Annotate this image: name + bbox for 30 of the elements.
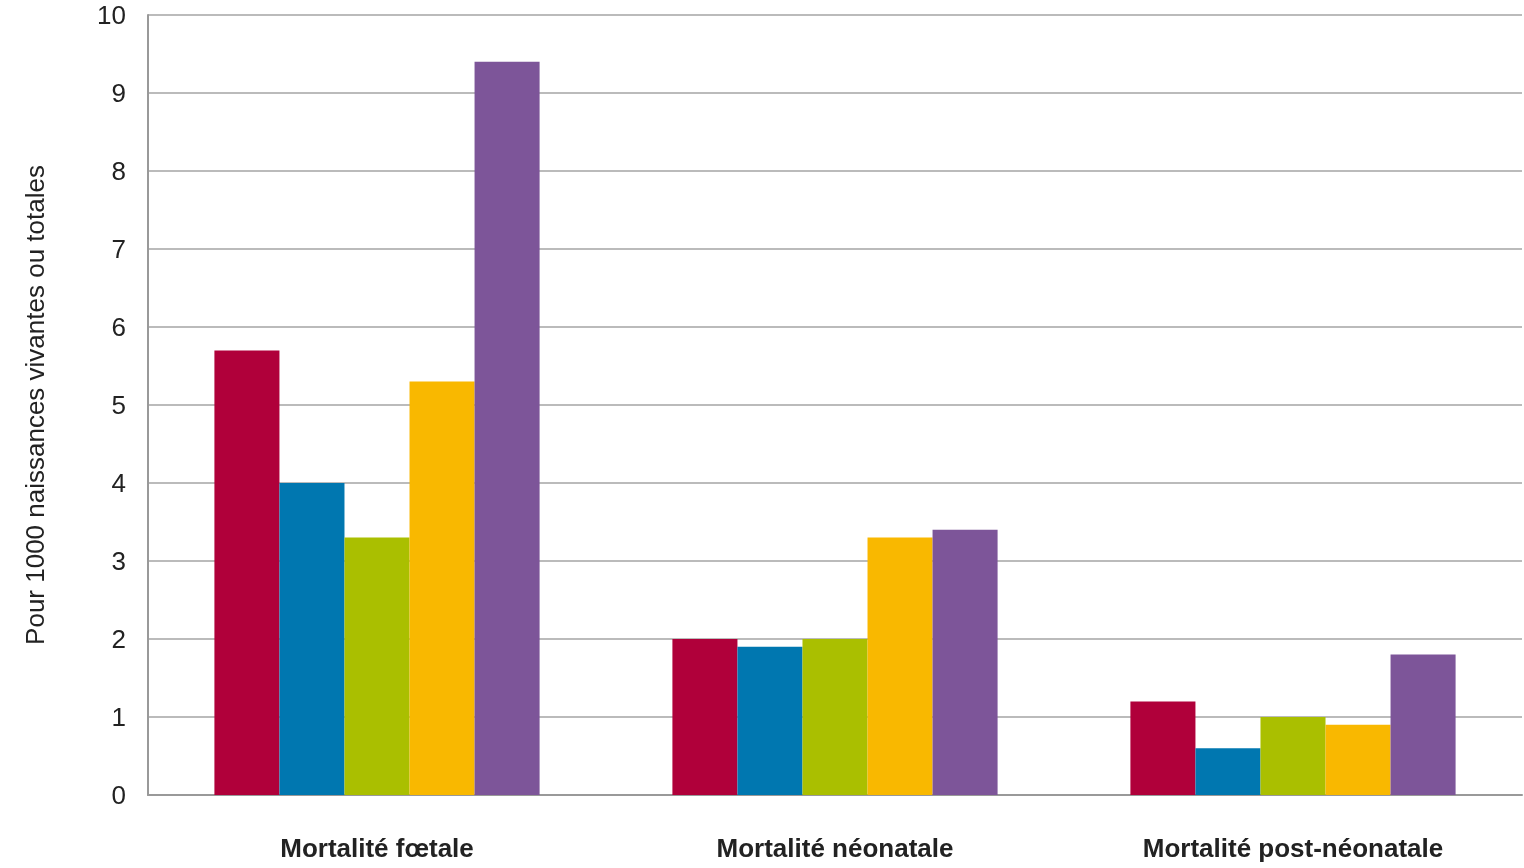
y-tick-label: 2 (111, 624, 126, 654)
y-tick-label: 3 (111, 546, 126, 576)
y-tick-label: 4 (111, 468, 126, 498)
bar (1390, 654, 1456, 795)
bar (214, 350, 280, 795)
x-tick-label: Mortalité néonatale (716, 833, 954, 863)
bar (474, 61, 540, 795)
y-tick-label: 0 (111, 780, 126, 810)
bar (1325, 724, 1391, 795)
bar (1195, 748, 1261, 795)
bar (672, 639, 738, 795)
bar (279, 483, 345, 795)
y-tick-label: 8 (111, 156, 126, 186)
y-tick-label: 1 (111, 702, 126, 732)
bar (1130, 701, 1196, 795)
x-tick-label: Mortalité post-néonatale (1142, 833, 1444, 863)
bar (737, 646, 803, 795)
bar (344, 537, 410, 795)
y-tick-label: 5 (111, 390, 126, 420)
y-axis-title: Pour 1000 naissances vivantes ou totales (20, 165, 50, 645)
x-tick-label: Mortalité fœtale (280, 833, 474, 863)
y-tick-label: 10 (97, 0, 126, 30)
bar (802, 639, 868, 795)
bar (932, 529, 998, 795)
bar (867, 537, 933, 795)
bar (1260, 717, 1326, 795)
y-tick-label: 9 (111, 78, 126, 108)
bar (409, 381, 475, 795)
y-tick-label: 7 (111, 234, 126, 264)
y-tick-label: 6 (111, 312, 126, 342)
